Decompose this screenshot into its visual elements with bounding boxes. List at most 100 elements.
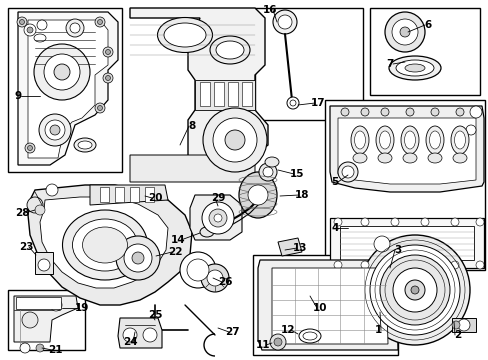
Circle shape [455,108,463,116]
Polygon shape [329,218,483,268]
Circle shape [469,106,481,118]
Circle shape [391,19,417,45]
Ellipse shape [200,227,214,237]
Ellipse shape [239,172,276,218]
Circle shape [46,184,58,196]
Circle shape [206,270,223,286]
Text: 8: 8 [188,121,195,131]
Circle shape [337,162,357,182]
Polygon shape [28,20,108,158]
Polygon shape [118,318,162,348]
Polygon shape [195,80,254,110]
Circle shape [97,19,102,24]
Circle shape [208,209,226,227]
Circle shape [50,125,60,135]
Text: 22: 22 [167,247,182,257]
Bar [254,8,362,120]
Circle shape [475,261,483,269]
Polygon shape [18,12,118,165]
Polygon shape [130,8,267,178]
Text: 17: 17 [310,98,325,108]
Ellipse shape [157,18,212,53]
Circle shape [390,218,398,226]
Text: 20: 20 [147,193,162,203]
Text: 1: 1 [374,325,381,335]
Circle shape [124,244,152,272]
Circle shape [473,108,481,116]
Bar [100,187,109,202]
Circle shape [404,280,424,300]
Circle shape [95,17,105,27]
Circle shape [380,108,388,116]
Circle shape [341,166,353,178]
Circle shape [27,197,43,213]
Circle shape [379,255,449,325]
Circle shape [247,185,267,205]
Ellipse shape [379,131,390,149]
Circle shape [116,236,160,280]
Circle shape [213,118,257,162]
Circle shape [392,268,436,312]
Circle shape [475,218,483,226]
Ellipse shape [78,141,92,149]
Circle shape [360,108,368,116]
Ellipse shape [82,227,127,263]
Circle shape [50,299,62,311]
Circle shape [333,218,341,226]
Polygon shape [190,195,242,240]
Circle shape [286,97,298,109]
Text: 14: 14 [170,235,185,245]
Circle shape [95,103,105,113]
Circle shape [44,54,80,90]
Ellipse shape [298,329,320,343]
Text: 21: 21 [48,345,62,355]
Circle shape [25,143,35,153]
Text: 24: 24 [122,337,137,347]
Ellipse shape [74,138,96,152]
Polygon shape [278,238,302,256]
Bar [252,255,397,355]
Bar [242,82,251,106]
Circle shape [369,245,459,335]
Ellipse shape [427,153,441,163]
Circle shape [333,261,341,269]
Circle shape [272,10,296,34]
Bar [145,187,154,202]
Circle shape [390,261,398,269]
Ellipse shape [428,131,440,149]
Circle shape [384,12,424,52]
Circle shape [36,344,44,352]
Polygon shape [337,118,475,184]
Circle shape [420,218,428,226]
Ellipse shape [352,153,366,163]
Ellipse shape [62,210,147,280]
Text: 11: 11 [255,340,270,350]
Polygon shape [28,185,192,305]
Ellipse shape [72,219,137,271]
Circle shape [105,76,110,81]
Circle shape [22,312,38,328]
Circle shape [70,23,80,33]
Text: 9: 9 [15,91,21,101]
Polygon shape [14,296,78,342]
Circle shape [97,105,102,111]
Ellipse shape [350,126,368,154]
Bar [115,187,124,202]
Text: 26: 26 [217,277,232,287]
Polygon shape [258,260,397,350]
Circle shape [214,214,222,222]
Text: 23: 23 [19,242,33,252]
Circle shape [405,108,413,116]
Polygon shape [271,268,387,344]
Circle shape [359,235,469,345]
Circle shape [465,125,475,135]
Circle shape [450,261,458,269]
Text: 4: 4 [331,223,338,233]
Circle shape [410,286,418,294]
Text: 28: 28 [15,208,29,218]
Text: 16: 16 [262,5,277,15]
Circle shape [186,259,208,281]
Ellipse shape [425,126,443,154]
Circle shape [201,264,228,292]
Circle shape [20,343,30,353]
